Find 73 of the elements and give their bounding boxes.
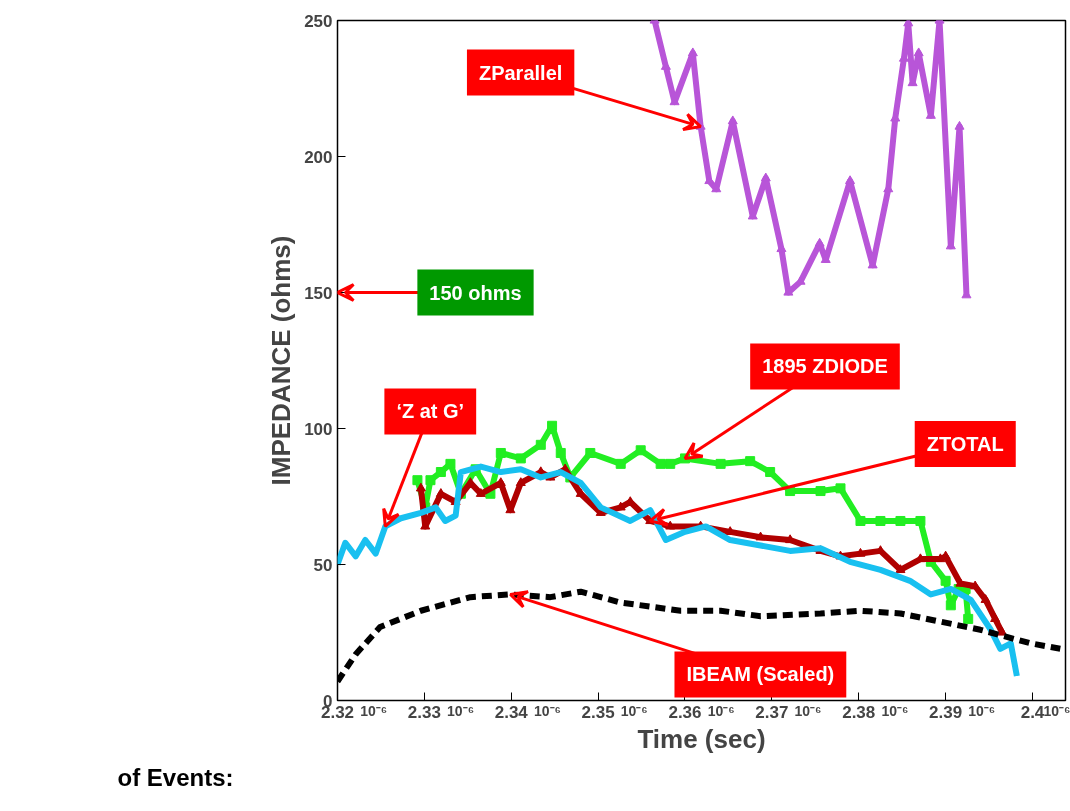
point [745,456,756,467]
annotation: IBEAM (Scaled) [686,663,835,686]
point [755,531,766,541]
point [915,515,926,526]
y-tick-label: 150 [304,283,333,303]
point [963,613,974,624]
text: 10⁻⁶ [1043,702,1070,719]
point [727,115,738,125]
point [835,483,846,494]
annotation: ZParallel [478,61,563,84]
point [895,564,906,574]
point [585,447,596,458]
x-axis-title: Time (sec) [637,723,766,754]
text: 10⁻⁶ [620,702,648,719]
point [875,515,886,526]
point [815,486,826,497]
point [913,47,924,57]
point [412,475,423,486]
point [555,447,566,458]
point [687,47,698,57]
text: of Events: [117,763,234,791]
point [475,488,486,497]
point [547,420,558,431]
point [665,520,676,530]
x-tick-label: 2.37 [755,702,789,722]
y-tick-label: 50 [313,555,333,575]
text: 10⁻⁶ [968,702,996,719]
text: 10⁻⁶ [707,702,735,719]
point [435,467,446,478]
point [990,613,1001,622]
x-tick-label: 2.34 [494,702,529,722]
point [615,458,626,469]
point [814,237,825,247]
y-tick-label: 200 [304,147,333,167]
point [535,439,546,450]
point [895,515,906,526]
point [425,475,436,486]
x-tick-label: 2.39 [929,702,963,722]
text: 10⁻⁶ [794,702,822,719]
point [515,477,526,486]
text: 10⁻⁶ [360,702,388,719]
x-tick-label: 2.33 [407,702,441,722]
annotation: 150 ohms [429,281,522,304]
point [635,445,646,456]
point [945,600,956,611]
point [415,482,426,492]
point [495,447,506,458]
point [760,172,771,182]
y-axis-title: IMPEDANCE (ohms) [266,235,297,486]
point [515,453,526,464]
point [970,580,981,590]
y-tick-label: 100 [304,419,333,439]
annotation: ZTOTAL [926,432,1004,455]
point [655,458,666,469]
point [954,120,965,130]
x-tick-label: 2.4 [1020,702,1045,722]
text: 10⁻⁶ [881,702,909,719]
point [765,467,776,478]
x-tick-label: 2.35 [581,702,615,722]
point [665,458,676,469]
text: 10⁻⁶ [447,702,475,719]
point [715,458,726,469]
point [940,575,951,586]
x-tick-label: 2.36 [668,702,702,722]
point [845,175,856,185]
annotation: 1895 ZDIODE [762,355,888,378]
annotation: ‘Z at G’ [396,400,465,423]
point [980,594,991,603]
text: 10⁻⁶ [533,702,561,719]
x-tick-label: 2.38 [842,702,876,722]
y-tick-label: 250 [304,11,333,31]
point [855,515,866,526]
point [445,458,456,469]
